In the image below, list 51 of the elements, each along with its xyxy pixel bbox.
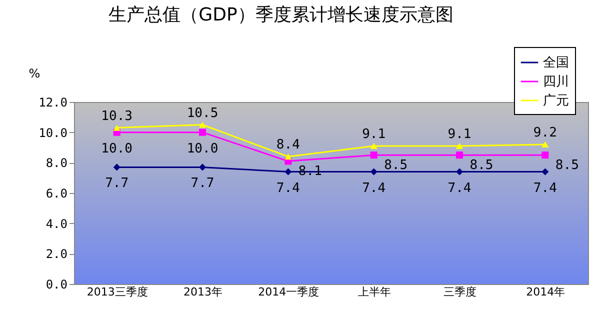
point [198, 164, 206, 171]
point [456, 168, 464, 176]
data-label: 7.4 [448, 180, 472, 196]
x-tick-label: 上半年 [358, 286, 391, 298]
data-label: 7.7 [105, 176, 129, 192]
data-label: 8.5 [384, 158, 408, 174]
x-tick-label: 2013年 [184, 286, 222, 298]
y-axis-title: % [28, 66, 40, 80]
point [370, 168, 378, 176]
point [370, 142, 378, 150]
data-label: 8.5 [555, 158, 579, 174]
point [456, 152, 464, 159]
data-label: 10.3 [101, 108, 132, 124]
data-label: 10.0 [186, 141, 218, 156]
data-label: 10.0 [101, 141, 132, 156]
data-label: 9.1 [362, 126, 386, 142]
data-label: 8.4 [276, 138, 300, 153]
x-tick-label: 三季度 [444, 286, 476, 298]
data-label: 9.2 [533, 125, 557, 140]
point [113, 164, 120, 171]
x-tick-label: 2014一季度 [258, 286, 320, 298]
data-label: 7.7 [190, 176, 214, 192]
point [456, 142, 464, 150]
y-tick-label: 10.0 [38, 126, 68, 140]
point [284, 154, 292, 160]
x-tick-label: 2013三季度 [86, 286, 148, 298]
point [542, 168, 549, 176]
point [284, 168, 292, 176]
data-label: 10.5 [186, 106, 218, 121]
y-tick-label: 12.0 [38, 96, 68, 110]
data-label: 7.4 [276, 180, 300, 196]
point [542, 141, 549, 148]
point [370, 152, 378, 159]
y-tick-label: 8.0 [46, 156, 68, 170]
data-label: 8.5 [470, 158, 494, 174]
data-label: 7.4 [533, 180, 558, 196]
point [542, 152, 549, 159]
point [198, 128, 206, 136]
data-label: 7.4 [362, 180, 386, 196]
point [198, 122, 206, 128]
y-tick-label: 2.0 [46, 247, 68, 262]
y-tick-label: 0.0 [46, 278, 68, 292]
point [113, 124, 120, 131]
y-tick-label: 6.0 [46, 186, 68, 200]
x-tick-label: 2014年 [526, 286, 566, 298]
chart-title: 生产总值（GDP）季度累计增长速度示意图 [108, 4, 454, 26]
legend-label: 全国 [543, 56, 569, 70]
legend-label: 广元 [543, 94, 569, 108]
data-label: 9.1 [448, 126, 472, 142]
legend-label: 四川 [543, 74, 569, 90]
y-tick-label: 4.0 [46, 216, 68, 231]
